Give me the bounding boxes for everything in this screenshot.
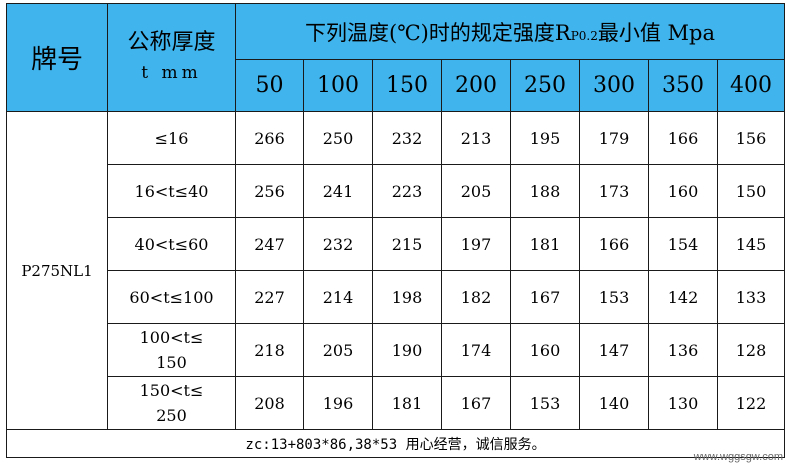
strength-value-cell: 214 [303,270,373,324]
strength-value-cell: 179 [579,111,649,165]
title-suffix: 最小值 Mpa [597,20,716,45]
strength-value-cell: 188 [510,164,580,218]
temperature-header: 300 [579,59,649,112]
thickness-range-text: 16<t≤40 [134,181,209,201]
strength-value-cell: 167 [510,270,580,324]
strength-value-cell: 153 [579,270,649,324]
strength-value-cell: 198 [372,270,442,324]
strength-value-cell: 174 [441,323,511,377]
strength-value-cell: 266 [235,111,304,165]
thickness-range-text: 40<t≤60 [134,234,209,254]
strength-value-cell: 142 [648,270,718,324]
temperature-header: 200 [441,59,511,112]
thickness-range-cell: 16<t≤40 [107,164,236,218]
thickness-range-cell: 150<t≤ 250 [107,376,236,430]
thickness-range-cell: ≤16 [107,111,236,165]
strength-value-cell: 190 [372,323,442,377]
strength-value-cell: 166 [579,217,649,271]
temperature-header: 100 [303,59,373,112]
thickness-range-text: 250 [156,406,187,425]
strength-value-cell: 182 [441,270,511,324]
strength-value-cell: 218 [235,323,304,377]
temperature-header: 250 [510,59,580,112]
strength-value-cell: 197 [441,217,511,271]
temperature-header: 350 [648,59,718,112]
grade-cell: P275NL1 [6,111,108,430]
strength-value-cell: 153 [510,376,580,430]
thickness-range-cell: 40<t≤60 [107,217,236,271]
strength-value-cell: 227 [235,270,304,324]
strength-value-cell: 160 [648,164,718,218]
strength-value-cell: 173 [579,164,649,218]
footer-contact: zc:13+803*86,38*53 用心经营，诚信服务。 [5,429,786,458]
thickness-range-text: 100<t≤ [139,328,204,347]
thickness-header-unit: t mm [141,62,202,83]
strength-value-cell: 208 [235,376,304,430]
strength-value-cell: 205 [303,323,373,377]
strength-value-cell: 241 [303,164,373,218]
strength-value-cell: 232 [372,111,442,165]
strength-value-cell: 205 [441,164,511,218]
strength-value-cell: 130 [648,376,718,430]
strength-value-cell: 166 [648,111,718,165]
strength-value-cell: 160 [510,323,580,377]
table-row: 150<t≤ 250 208 196 181 167 153 140 130 122 [7,376,786,430]
thickness-range-cell: 100<t≤ 150 [107,323,236,377]
strength-value-cell: 140 [579,376,649,430]
title-subscript: P0.2 [570,28,598,43]
table-row: 40<t≤60 247 232 215 197 181 166 154 145 [7,217,786,271]
strength-title-header: 下列温度(℃)时的规定强度RP0.2最小值 Mpa [234,3,786,60]
grade-header: 牌号 [6,3,108,112]
strength-value-cell: 122 [716,376,786,430]
strength-table: 牌号 公称厚度 t mm 下列温度(℃)时的规定强度RP0.2最小值 Mpa 5… [5,3,786,458]
strength-value-cell: 213 [441,111,511,165]
thickness-range-cell: 60<t≤100 [107,270,236,324]
thickness-range-text: ≤16 [154,128,189,148]
strength-value-cell: 196 [303,376,373,430]
thickness-header: 公称厚度 t mm [107,3,236,112]
strength-value-cell: 181 [372,376,442,430]
table-row: P275NL1 ≤16 266 250 232 213 195 179 166 156 [6,111,786,430]
strength-value-cell: 195 [510,111,580,165]
watermark: www.wggsgw.com [693,451,783,463]
strength-value-cell: 145 [716,217,786,271]
strength-value-cell: 154 [648,217,718,271]
strength-value-cell: 147 [579,323,649,377]
strength-value-cell: 181 [510,217,580,271]
table-row: 100<t≤ 150 218 205 190 174 160 147 136 128 [7,323,786,377]
thickness-range-text: 150 [156,353,187,372]
strength-value-cell: 223 [372,164,442,218]
strength-value-cell: 232 [303,217,373,271]
temperature-header: 150 [372,59,442,112]
thickness-range-text: 60<t≤100 [129,287,214,307]
strength-value-cell: 150 [716,164,786,218]
temperature-header: 50 [235,59,304,112]
temperature-header: 400 [716,59,786,112]
thickness-range-text: 150<t≤ [139,381,204,400]
title-text: 下列温度(℃)时的规定强度R [305,20,571,45]
strength-value-cell: 133 [716,270,786,324]
strength-value-cell: 215 [372,217,442,271]
strength-value-cell: 247 [235,217,304,271]
table-row: 60<t≤100 227 214 198 182 167 153 142 133 [7,270,786,324]
strength-value-cell: 250 [303,111,373,165]
thickness-header-label: 公称厚度 [127,29,216,55]
strength-value-cell: 256 [235,164,304,218]
strength-value-cell: 136 [648,323,718,377]
table-row: 16<t≤40 256 241 223 205 188 173 160 150 [7,164,786,218]
strength-value-cell: 156 [716,111,786,165]
strength-value-cell: 167 [441,376,511,430]
strength-value-cell: 128 [716,323,786,377]
